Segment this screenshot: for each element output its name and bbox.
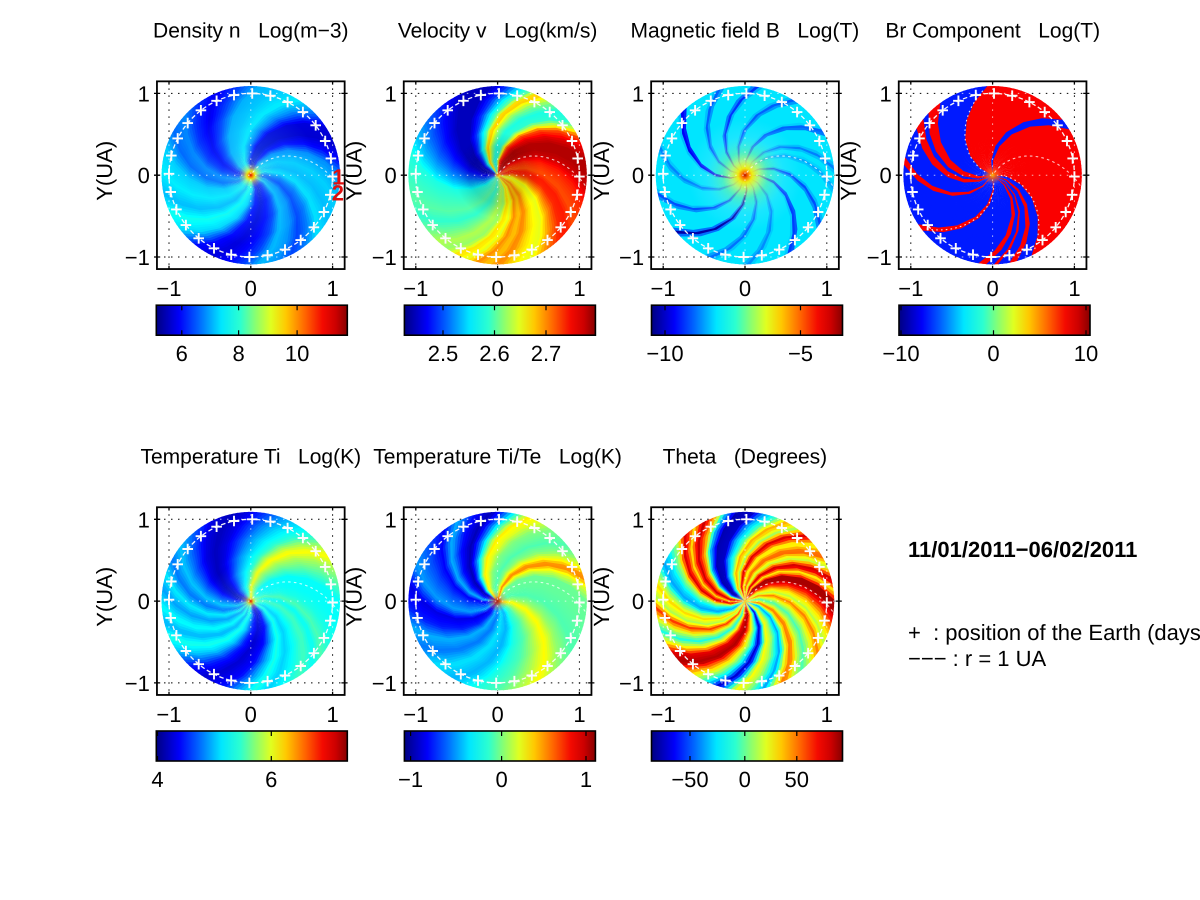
svg-text:50: 50: [785, 767, 809, 792]
svg-text:1: 1: [573, 276, 585, 301]
svg-text:0: 0: [739, 276, 751, 301]
svg-text:0: 0: [632, 589, 644, 614]
svg-text:6: 6: [176, 341, 188, 366]
svg-text:−1: −1: [403, 276, 428, 301]
svg-text:−1: −1: [372, 245, 397, 270]
svg-text:1: 1: [332, 165, 344, 190]
svg-text:−1: −1: [156, 702, 181, 727]
svg-text:−1: −1: [867, 245, 892, 270]
svg-text:+ : position of the Earth (da: + : position of the Earth (days): [908, 620, 1200, 645]
svg-text:2.5: 2.5: [428, 341, 459, 366]
svg-text:Y(UA): Y(UA): [92, 567, 117, 627]
svg-text:Density n Log(m−3): Density n Log(m−3): [153, 20, 349, 43]
svg-text:Y(UA): Y(UA): [836, 141, 861, 201]
svg-text:−1: −1: [898, 276, 923, 301]
svg-text:0: 0: [880, 163, 892, 188]
svg-text:−1: −1: [403, 702, 428, 727]
svg-text:−1: −1: [125, 671, 150, 696]
svg-text:11/01/2011−06/02/2011: 11/01/2011−06/02/2011: [908, 537, 1137, 562]
svg-text:1: 1: [385, 81, 397, 106]
svg-text:0: 0: [245, 276, 257, 301]
svg-text:Y(UA): Y(UA): [589, 567, 614, 627]
svg-text:1: 1: [632, 507, 644, 532]
svg-text:−1: −1: [619, 671, 644, 696]
svg-text:0: 0: [138, 589, 150, 614]
svg-text:−1: −1: [156, 276, 181, 301]
svg-text:0: 0: [385, 589, 397, 614]
svg-text:Magnetic field B Log(T): Magnetic field B Log(T): [631, 20, 860, 43]
svg-text:6: 6: [265, 767, 277, 792]
svg-text:0: 0: [986, 276, 998, 301]
svg-text:Velocity v Log(km/s): Velocity v Log(km/s): [398, 20, 598, 43]
svg-text:1: 1: [580, 767, 592, 792]
svg-text:2: 2: [332, 181, 344, 206]
svg-text:−−− : r = 1 UA: −−− : r = 1 UA: [908, 646, 1047, 671]
svg-text:0: 0: [495, 767, 507, 792]
svg-text:−10: −10: [882, 341, 919, 366]
svg-text:1: 1: [1068, 276, 1080, 301]
svg-text:−5: −5: [788, 341, 813, 366]
svg-text:0: 0: [138, 163, 150, 188]
svg-text:1: 1: [138, 81, 150, 106]
svg-text:0: 0: [491, 702, 503, 727]
svg-text:1: 1: [632, 81, 644, 106]
svg-text:−50: −50: [671, 767, 708, 792]
svg-text:8: 8: [232, 341, 244, 366]
svg-text:1: 1: [385, 507, 397, 532]
svg-text:10: 10: [285, 341, 309, 366]
svg-text:0: 0: [739, 702, 751, 727]
svg-text:0: 0: [491, 276, 503, 301]
svg-text:−1: −1: [651, 276, 676, 301]
svg-text:−1: −1: [619, 245, 644, 270]
svg-text:Temperature Ti Log(K): Temperature Ti Log(K): [141, 446, 362, 469]
svg-text:1: 1: [138, 507, 150, 532]
svg-text:0: 0: [987, 341, 999, 366]
svg-text:Y(UA): Y(UA): [589, 141, 614, 201]
svg-text:Theta (Degrees): Theta (Degrees): [663, 446, 828, 469]
svg-text:1: 1: [326, 702, 338, 727]
svg-text:0: 0: [385, 163, 397, 188]
svg-text:Y(UA): Y(UA): [342, 141, 367, 201]
svg-text:Br Component Log(T): Br Component Log(T): [885, 20, 1100, 43]
svg-text:0: 0: [739, 767, 751, 792]
svg-text:Y(UA): Y(UA): [92, 141, 117, 201]
svg-text:0: 0: [245, 702, 257, 727]
svg-text:2.7: 2.7: [531, 341, 562, 366]
svg-text:Temperature Ti/Te Log(K): Temperature Ti/Te Log(K): [373, 446, 622, 469]
svg-text:1: 1: [821, 276, 833, 301]
svg-text:−1: −1: [372, 671, 397, 696]
svg-text:−1: −1: [125, 245, 150, 270]
svg-text:1: 1: [573, 702, 585, 727]
svg-text:4: 4: [151, 767, 163, 792]
svg-text:−10: −10: [646, 341, 683, 366]
svg-text:2.6: 2.6: [479, 341, 510, 366]
svg-text:10: 10: [1074, 341, 1098, 366]
svg-text:1: 1: [326, 276, 338, 301]
svg-text:−1: −1: [398, 767, 423, 792]
svg-text:−1: −1: [651, 702, 676, 727]
svg-text:1: 1: [821, 702, 833, 727]
svg-text:0: 0: [632, 163, 644, 188]
svg-text:Y(UA): Y(UA): [342, 567, 367, 627]
svg-text:1: 1: [880, 81, 892, 106]
